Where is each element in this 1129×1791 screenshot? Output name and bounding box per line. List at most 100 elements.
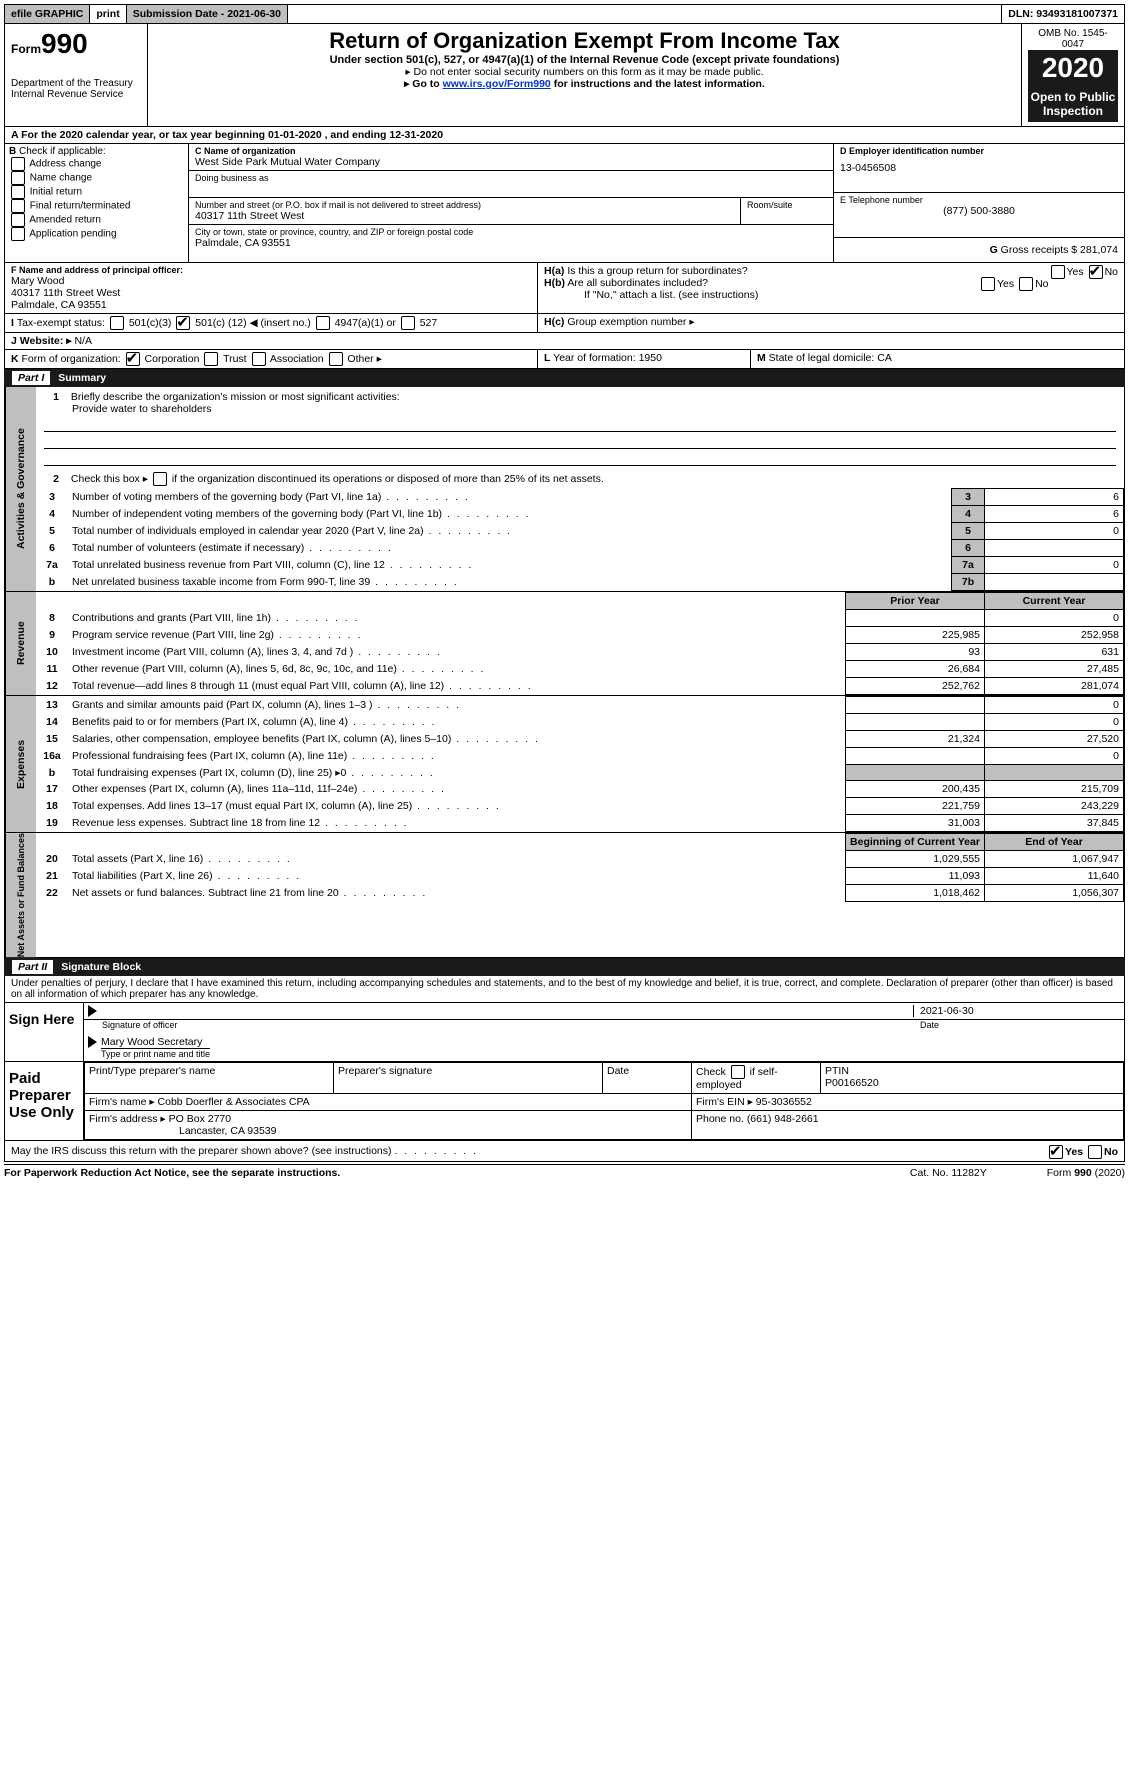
- section-c: C Name of organization West Side Park Mu…: [189, 144, 834, 262]
- gov-block: Activities & Governance 1 Briefly descri…: [4, 387, 1125, 592]
- ha-no-checkbox[interactable]: [1089, 265, 1103, 279]
- form-subtitle: Under section 501(c), 527, or 4947(a)(1)…: [154, 54, 1015, 66]
- dba-label: Doing business as: [195, 173, 827, 183]
- print-button[interactable]: print: [90, 5, 126, 23]
- discuss-yes-checkbox[interactable]: [1049, 1145, 1063, 1159]
- b-label: Check if applicable:: [19, 146, 106, 157]
- opt-527: 527: [420, 317, 438, 329]
- perjury-text: Under penalties of perjury, I declare th…: [4, 976, 1125, 1003]
- efile-button[interactable]: efile GRAPHIC: [5, 5, 90, 23]
- type-name-label: Type or print name and title: [101, 1049, 210, 1059]
- state-domicile: CA: [877, 352, 892, 364]
- irs-link[interactable]: www.irs.gov/Form990: [443, 78, 551, 90]
- discuss-no-checkbox[interactable]: [1088, 1145, 1102, 1159]
- e-label: E Telephone number: [840, 195, 1118, 205]
- side-revenue: Revenue: [5, 592, 36, 695]
- side-governance: Activities & Governance: [5, 387, 36, 591]
- website: N/A: [74, 335, 92, 347]
- hb-no-checkbox[interactable]: [1019, 277, 1033, 291]
- q1-answer: Provide water to shareholders: [72, 403, 1116, 415]
- b-option-checkbox[interactable]: [11, 171, 25, 185]
- officer-name: Mary Wood: [11, 275, 531, 287]
- gross-receipts: Gross receipts $ 281,074: [1001, 244, 1118, 256]
- b-option-checkbox[interactable]: [11, 227, 25, 241]
- b-option-checkbox[interactable]: [11, 199, 25, 213]
- section-hc: H(c) Group exemption number ▸: [538, 314, 1124, 332]
- row-klm: K Form of organization: Corporation Trus…: [4, 350, 1125, 369]
- part1-label: Part I: [12, 371, 50, 385]
- netassets-table: Beginning of Current YearEnd of Year20To…: [36, 833, 1124, 902]
- sig-officer-label: Signature of officer: [102, 1020, 920, 1030]
- opt-501c-post: ) ◀ (insert no.): [243, 317, 311, 329]
- goto-line: ▸ Go to www.irs.gov/Form990 for instruct…: [154, 78, 1015, 90]
- self-employed-checkbox[interactable]: [731, 1065, 745, 1079]
- city-label: City or town, state or province, country…: [195, 227, 827, 237]
- period-text: For the 2020 calendar year, or tax year …: [21, 129, 443, 141]
- 4947-checkbox[interactable]: [316, 316, 330, 330]
- b-option-checkbox[interactable]: [11, 157, 25, 171]
- expenses-table: 13Grants and similar amounts paid (Part …: [36, 696, 1124, 832]
- ha-yes-checkbox[interactable]: [1051, 265, 1065, 279]
- triangle-icon2: [88, 1036, 97, 1048]
- row-fh: F Name and address of principal officer:…: [4, 263, 1125, 314]
- section-b: B Check if applicable: Address change Na…: [5, 144, 189, 262]
- q2: Check this box ▸ if the organization dis…: [71, 473, 604, 485]
- org-address: 40317 11th Street West: [195, 210, 734, 222]
- firm-name-label: Firm's name ▸: [89, 1096, 155, 1108]
- k-option-checkbox[interactable]: [126, 352, 140, 366]
- gov-content: 1 Briefly describe the organization's mi…: [36, 387, 1124, 591]
- revenue-table: Prior YearCurrent Year8Contributions and…: [36, 592, 1124, 695]
- j-label: Website: ▸: [20, 335, 72, 347]
- q2-checkbox[interactable]: [153, 472, 167, 486]
- k-option-checkbox[interactable]: [252, 352, 266, 366]
- topbar-spacer: [288, 5, 1002, 23]
- paid-preparer-block: Paid Preparer Use Only Print/Type prepar…: [4, 1062, 1125, 1141]
- prep-date-label: Date: [603, 1063, 692, 1094]
- discuss-text: May the IRS discuss this return with the…: [11, 1145, 392, 1157]
- ptin-label: PTIN: [825, 1065, 849, 1077]
- net-block: Net Assets or Fund Balances Beginning of…: [4, 833, 1125, 958]
- officer-addr2: Palmdale, CA 93551: [11, 299, 531, 311]
- exp-block: Expenses 13Grants and similar amounts pa…: [4, 696, 1125, 833]
- b-option: Final return/terminated: [9, 199, 184, 213]
- hc-text: Group exemption number ▸: [567, 316, 694, 328]
- section-l: L Year of formation: 1950: [538, 350, 751, 368]
- part1-title: Summary: [58, 372, 106, 384]
- b-option: Amended return: [9, 213, 184, 227]
- b-option: Name change: [9, 171, 184, 185]
- b-option-checkbox[interactable]: [11, 185, 25, 199]
- section-j: J Website: ▸ N/A: [5, 333, 1124, 349]
- section-h: H(a) Is this a group return for subordin…: [538, 263, 1124, 313]
- open-public: Open to Public Inspection: [1028, 86, 1118, 122]
- governance-table: 3Number of voting members of the governi…: [36, 488, 1124, 591]
- sign-date: 2021-06-30: [913, 1005, 1120, 1017]
- tax-year: 2020: [1028, 50, 1118, 86]
- 501c-checkbox[interactable]: [176, 316, 190, 330]
- opt-4947: 4947(a)(1) or: [335, 317, 396, 329]
- firm-city: Lancaster, CA 93539: [179, 1125, 277, 1137]
- firm-addr-label: Firm's address ▸: [89, 1113, 166, 1125]
- part2-label: Part II: [12, 960, 53, 974]
- form-footer: Form 990 (2020): [1047, 1167, 1125, 1179]
- rev-block: Revenue Prior YearCurrent Year8Contribut…: [4, 592, 1125, 696]
- ein: 13-0456508: [840, 162, 1118, 174]
- submission-date: Submission Date - 2021-06-30: [127, 5, 288, 23]
- side-netassets: Net Assets or Fund Balances: [5, 833, 36, 957]
- sign-here-label: Sign Here: [5, 1003, 84, 1061]
- hb-yes-checkbox[interactable]: [981, 277, 995, 291]
- k-option-checkbox[interactable]: [204, 352, 218, 366]
- goto-post: for instructions and the latest informat…: [551, 78, 765, 90]
- title-col: Return of Organization Exempt From Incom…: [148, 24, 1022, 126]
- 501c3-checkbox[interactable]: [110, 316, 124, 330]
- ha-text: Is this a group return for subordinates?: [567, 265, 747, 277]
- section-i: I Tax-exempt status: 501(c)(3) 501(c) (1…: [5, 314, 538, 332]
- section-m: M State of legal domicile: CA: [751, 350, 1124, 368]
- k-option-checkbox[interactable]: [329, 352, 343, 366]
- k-label: Form of organization:: [22, 353, 121, 365]
- 527-checkbox[interactable]: [401, 316, 415, 330]
- b-option: Address change: [9, 157, 184, 171]
- year-formation: 1950: [639, 352, 662, 364]
- firm-ein: 95-3036552: [756, 1096, 812, 1108]
- prep-sig-label: Preparer's signature: [334, 1063, 603, 1094]
- b-option-checkbox[interactable]: [11, 213, 25, 227]
